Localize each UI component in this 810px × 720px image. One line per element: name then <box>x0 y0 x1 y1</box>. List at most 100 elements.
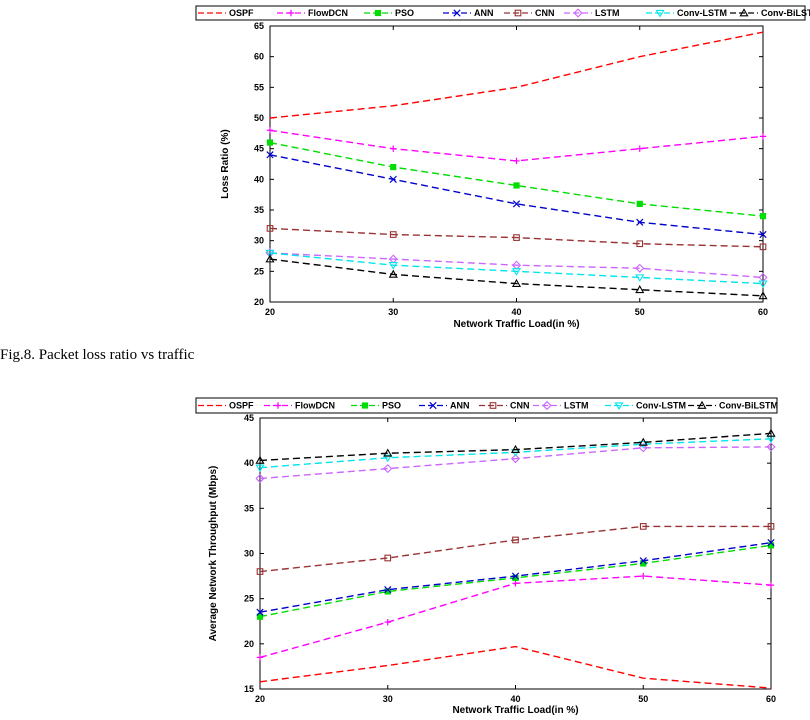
axes: 20 25 30 35 40 45 50 55 60 65 20 30 40 50 60 Network Tr… <box>220 21 768 330</box>
y-tick-label: 45 <box>254 144 264 154</box>
data-point <box>767 539 775 547</box>
x-tick-label: 30 <box>388 307 398 317</box>
series-ospf <box>269 31 764 119</box>
data-point <box>767 523 775 530</box>
legend-label: LSTM <box>595 8 620 18</box>
data-point <box>758 280 768 289</box>
legend-item: ANN <box>419 401 470 411</box>
legend-label: Conv-BiLSTM <box>719 401 778 411</box>
legend-label: Conv-BiLSTM <box>761 8 810 18</box>
data-point <box>255 464 265 473</box>
legend-item: PSO <box>351 401 401 411</box>
x-axis-title: Network Traffic Load(in %) <box>452 705 578 716</box>
data-point <box>511 572 520 580</box>
series-flowdcn <box>256 572 775 661</box>
y-tick-label: 15 <box>244 684 254 694</box>
data-point <box>384 586 392 594</box>
packet-loss-chart: OSPF FlowDCN PSO ANN CNN LSTM Conv-LSTM Conv-Bi… <box>195 5 810 330</box>
data-point <box>256 608 264 616</box>
data-point <box>513 157 520 165</box>
legend-label: Conv-LSTM <box>636 401 686 411</box>
y-tick-label: 25 <box>254 266 264 276</box>
figure-caption: Fig.8. Packet loss ratio vs traffic <box>0 347 195 363</box>
data-point <box>384 618 391 626</box>
data-point <box>388 262 398 270</box>
data-point <box>255 473 265 484</box>
y-tick-label: 60 <box>254 52 264 62</box>
legend-item: FlowDCN <box>277 8 348 18</box>
data-point <box>638 441 648 449</box>
legend-marker <box>287 9 295 17</box>
data-point <box>266 127 274 134</box>
data-point <box>390 145 397 152</box>
x-tick-label: 30 <box>383 694 393 704</box>
data-point <box>638 437 648 446</box>
legend-item: PSO <box>364 8 414 18</box>
legend-label: Conv-LSTM <box>677 8 727 18</box>
data-point <box>390 163 397 171</box>
data-point <box>636 200 643 207</box>
data-point <box>256 613 264 620</box>
data-point <box>388 269 398 278</box>
y-tick-label: 35 <box>254 205 264 215</box>
data-point <box>383 448 393 457</box>
series-line <box>259 446 772 480</box>
legend-item: LSTM <box>564 8 620 18</box>
legend-marker <box>514 9 522 17</box>
legend-marker <box>739 8 749 17</box>
x-tick-label: 20 <box>265 307 275 317</box>
data-point <box>256 654 264 661</box>
series-ann <box>266 151 767 239</box>
data-point <box>510 454 521 464</box>
x-tick-label: 40 <box>510 694 520 704</box>
y-axis-title: Loss Ratio (%) <box>220 129 231 198</box>
y-tick-label: 65 <box>254 21 264 31</box>
series-line <box>269 31 764 119</box>
legend-item: OSPF <box>198 8 254 18</box>
data-point <box>635 285 645 294</box>
data-point <box>384 554 392 562</box>
data-point <box>767 581 775 589</box>
legend-item: OSPF <box>198 401 254 411</box>
series-conv-lstm <box>255 435 776 473</box>
series-line <box>269 252 764 279</box>
legend-label: PSO <box>395 8 414 18</box>
series-line <box>259 575 772 659</box>
series-ospf <box>259 645 772 689</box>
legend-marker <box>697 400 707 409</box>
data-point <box>636 145 643 152</box>
legend-item: Conv-LSTM <box>646 8 727 18</box>
legend-item: LSTM <box>533 401 589 411</box>
legend-item: Conv-BiLSTM <box>730 8 810 18</box>
data-point <box>511 268 522 276</box>
legend-label: LSTM <box>564 401 589 411</box>
data-point <box>256 568 264 575</box>
legend-marker <box>573 8 583 18</box>
legend-label: CNN <box>535 8 555 18</box>
data-point <box>639 557 647 565</box>
legend-marker <box>614 402 624 410</box>
series-line <box>269 154 764 236</box>
data-point <box>510 444 521 453</box>
series-line <box>259 438 772 469</box>
data-point <box>512 536 519 544</box>
data-point <box>389 231 397 238</box>
legend-label: FlowDCN <box>308 8 348 18</box>
y-tick-label: 40 <box>244 458 254 468</box>
y-axis-title: Average Network Throughput (Mbps) <box>208 466 219 642</box>
legend-marker <box>655 9 665 18</box>
data-point <box>758 291 768 300</box>
data-point <box>766 428 776 437</box>
data-point <box>759 213 767 220</box>
series-line <box>269 252 764 285</box>
data-point <box>265 254 275 263</box>
x-tick-label: 50 <box>635 307 645 317</box>
series-line <box>259 432 772 462</box>
legend-marker <box>429 401 437 410</box>
series-line <box>259 645 772 689</box>
data-point <box>383 454 393 463</box>
series-line <box>269 258 764 297</box>
series-lstm <box>255 442 776 484</box>
series-conv-bilstm <box>255 428 776 464</box>
legend-marker <box>453 9 461 17</box>
